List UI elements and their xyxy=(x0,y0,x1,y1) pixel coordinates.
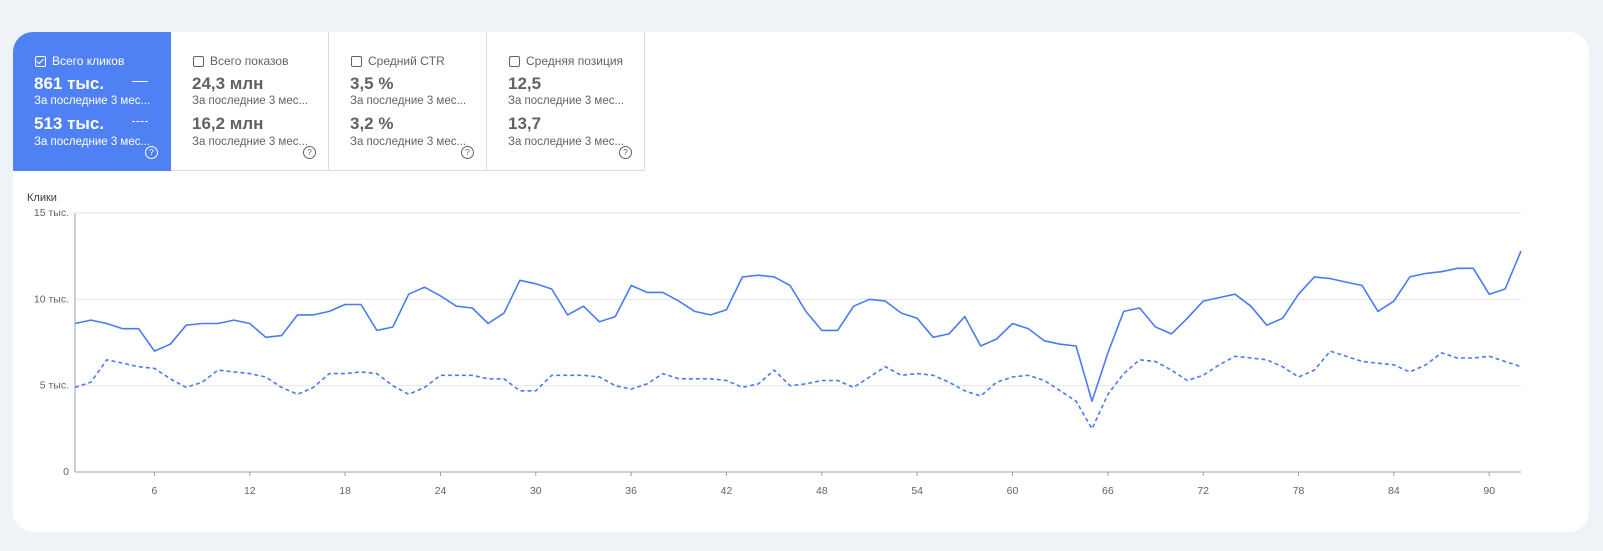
tile-period-primary: За последние 3 мес... xyxy=(192,95,309,107)
checkbox-icon[interactable] xyxy=(193,55,204,67)
tile-total-impressions[interactable]: Всего показов 24,3 млн За последние 3 ме… xyxy=(171,32,329,171)
tile-header: Средняя позиция xyxy=(509,54,623,68)
tile-value-comparison: 3,2 % xyxy=(350,114,394,133)
x-tick-label: 48 xyxy=(816,485,828,497)
x-tick-label: 42 xyxy=(721,485,733,497)
x-tick-label: 54 xyxy=(911,485,923,497)
x-tick-label: 90 xyxy=(1483,485,1495,497)
tile-label: Средняя позиция xyxy=(526,54,624,68)
clicks-line-chart: Клики 0 5 тыс. 10 тыс. 15 тыс. 6 12 18 24 30 36 42 4… xyxy=(27,192,1522,497)
tile-period-primary: За последние 3 мес... xyxy=(508,95,625,107)
tile-value-comparison: 13,7 xyxy=(508,114,542,133)
x-tick-label: 30 xyxy=(530,485,542,497)
tile-period-primary: За последние 3 мес... xyxy=(350,95,467,107)
tile-header: Всего показов xyxy=(193,54,288,68)
tile-header: Средний CTR xyxy=(351,54,445,68)
help-icon[interactable]: ? xyxy=(461,146,474,159)
y-tick-label: 0 xyxy=(63,466,69,478)
y-tick-label: 5 тыс. xyxy=(40,380,69,392)
x-tick-label: 66 xyxy=(1102,485,1114,497)
tile-value-primary: 3,5 % xyxy=(350,74,394,93)
tile-header: Всего кликов xyxy=(35,54,124,68)
dashed-line-legend-icon xyxy=(132,121,148,122)
metric-tiles: Всего кликов 861 тыс. За последние 3 мес… xyxy=(13,32,645,171)
tile-label: Средний CTR xyxy=(368,54,445,68)
tile-value-primary: 12,5 xyxy=(508,74,542,93)
tile-label: Всего кликов xyxy=(52,54,125,68)
y-tick-label: 10 тыс. xyxy=(34,293,69,305)
help-icon[interactable]: ? xyxy=(619,146,632,159)
tile-value-comparison: 513 тыс. xyxy=(34,114,105,133)
x-tick-label: 36 xyxy=(625,485,637,497)
x-tick-label: 6 xyxy=(152,485,158,497)
help-icon[interactable]: ? xyxy=(303,146,316,159)
comparison-series-line xyxy=(74,350,1522,430)
tile-value-comparison: 16,2 млн xyxy=(192,114,264,133)
checkbox-icon[interactable] xyxy=(509,55,520,67)
tile-total-clicks[interactable]: Всего кликов 861 тыс. За последние 3 мес… xyxy=(13,32,171,171)
tile-average-ctr[interactable]: Средний CTR 3,5 % За последние 3 мес... … xyxy=(329,32,487,171)
help-icon[interactable]: ? xyxy=(145,146,158,159)
tile-period-comparison: За последние 3 мес... xyxy=(350,136,467,148)
x-tick-label: 60 xyxy=(1007,485,1019,497)
x-tick-label: 78 xyxy=(1293,485,1305,497)
tile-value-primary: 24,3 млн xyxy=(192,74,264,93)
tile-period-comparison: За последние 3 мес... xyxy=(508,136,625,148)
checkbox-checked-icon[interactable] xyxy=(35,55,46,67)
primary-series-line xyxy=(74,250,1522,403)
checkbox-icon[interactable] xyxy=(351,55,362,67)
x-tick-label: 72 xyxy=(1197,485,1209,497)
tile-value-primary: 861 тыс. xyxy=(34,74,105,93)
x-tick-label: 18 xyxy=(339,485,351,497)
solid-line-legend-icon xyxy=(132,81,148,82)
y-tick-label: 15 тыс. xyxy=(34,207,69,219)
x-tick-label: 12 xyxy=(244,485,256,497)
performance-card: Всего кликов 861 тыс. За последние 3 мес… xyxy=(13,32,1589,532)
tile-period-comparison: За последние 3 мес... xyxy=(34,136,151,148)
tile-period-comparison: За последние 3 мес... xyxy=(192,136,309,148)
x-tick-label: 84 xyxy=(1388,485,1400,497)
tile-period-primary: За последние 3 мес... xyxy=(34,95,151,107)
tile-average-position[interactable]: Средняя позиция 12,5 За последние 3 мес.… xyxy=(487,32,645,171)
tile-label: Всего показов xyxy=(210,54,289,68)
x-tick-label: 24 xyxy=(435,485,447,497)
y-axis-label: Клики xyxy=(27,192,57,204)
